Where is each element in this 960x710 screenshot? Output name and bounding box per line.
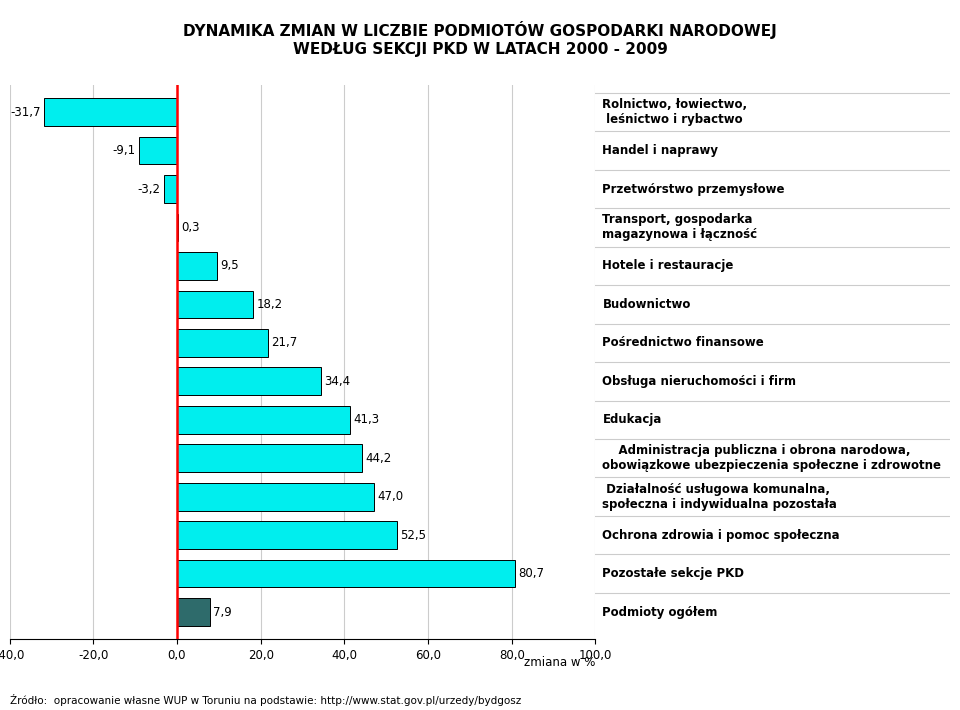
- Text: Podmioty ogółem: Podmioty ogółem: [603, 606, 718, 618]
- Text: Rolnictwo, łowiectwo,
 leśnictwo i rybactwo: Rolnictwo, łowiectwo, leśnictwo i rybact…: [603, 98, 748, 126]
- Text: Pośrednictwo finansowe: Pośrednictwo finansowe: [603, 337, 764, 349]
- Text: Hotele i restauracje: Hotele i restauracje: [603, 259, 733, 273]
- Text: 21,7: 21,7: [271, 337, 298, 349]
- Bar: [139, 137, 177, 165]
- Text: Obsługa nieruchomości i firm: Obsługa nieruchomości i firm: [603, 375, 797, 388]
- Text: 7,9: 7,9: [213, 606, 232, 618]
- Text: DYNAMIKA ZMIAN W LICZBIE PODMIOTÓW GOSPODARKI NARODOWEJ
WEDŁUG SEKCJI PKD W LATA: DYNAMIKA ZMIAN W LICZBIE PODMIOTÓW GOSPO…: [183, 21, 777, 57]
- Text: Przetwórstwo przemysłowe: Przetwórstwo przemysłowe: [603, 182, 785, 195]
- Bar: [44, 98, 177, 126]
- Text: -3,2: -3,2: [137, 182, 160, 195]
- Text: 34,4: 34,4: [324, 375, 350, 388]
- Text: 0,3: 0,3: [181, 221, 200, 234]
- Text: Źródło:  opracowanie własne WUP w Toruniu na podstawie: http://www.stat.gov.pl/u: Źródło: opracowanie własne WUP w Toruniu…: [10, 694, 521, 706]
- Bar: [177, 483, 373, 510]
- Text: Budownictwo: Budownictwo: [603, 298, 691, 311]
- Bar: [177, 559, 515, 587]
- Bar: [177, 406, 349, 434]
- Text: Działalność usługowa komunalna,
społeczna i indywidualna pozostała: Działalność usługowa komunalna, społeczn…: [603, 483, 837, 510]
- Text: -9,1: -9,1: [112, 144, 135, 157]
- Text: zmiana w %: zmiana w %: [524, 656, 595, 670]
- Text: 41,3: 41,3: [353, 413, 379, 426]
- Text: Pozostałe sekcje PKD: Pozostałe sekcje PKD: [603, 567, 745, 580]
- Text: -31,7: -31,7: [11, 106, 41, 119]
- Text: Handel i naprawy: Handel i naprawy: [603, 144, 718, 157]
- Bar: [177, 521, 396, 549]
- Bar: [177, 444, 362, 472]
- Bar: [177, 599, 210, 626]
- Bar: [177, 290, 253, 318]
- Bar: [177, 214, 179, 241]
- Bar: [177, 329, 268, 356]
- Text: 47,0: 47,0: [377, 490, 403, 503]
- Bar: [163, 175, 177, 203]
- Text: 52,5: 52,5: [400, 529, 426, 542]
- Text: Transport, gospodarka
magazynowa i łączność: Transport, gospodarka magazynowa i łączn…: [603, 214, 757, 241]
- Text: 44,2: 44,2: [365, 452, 392, 465]
- Bar: [177, 368, 321, 395]
- Bar: [177, 252, 217, 280]
- Text: Administracja publiczna i obrona narodowa,
obowiązkowe ubezpieczenia społeczne i: Administracja publiczna i obrona narodow…: [603, 444, 942, 472]
- Text: 9,5: 9,5: [220, 259, 239, 273]
- Text: 18,2: 18,2: [256, 298, 282, 311]
- Text: Ochrona zdrowia i pomoc społeczna: Ochrona zdrowia i pomoc społeczna: [603, 529, 840, 542]
- Text: Edukacja: Edukacja: [603, 413, 661, 426]
- Text: 80,7: 80,7: [518, 567, 544, 580]
